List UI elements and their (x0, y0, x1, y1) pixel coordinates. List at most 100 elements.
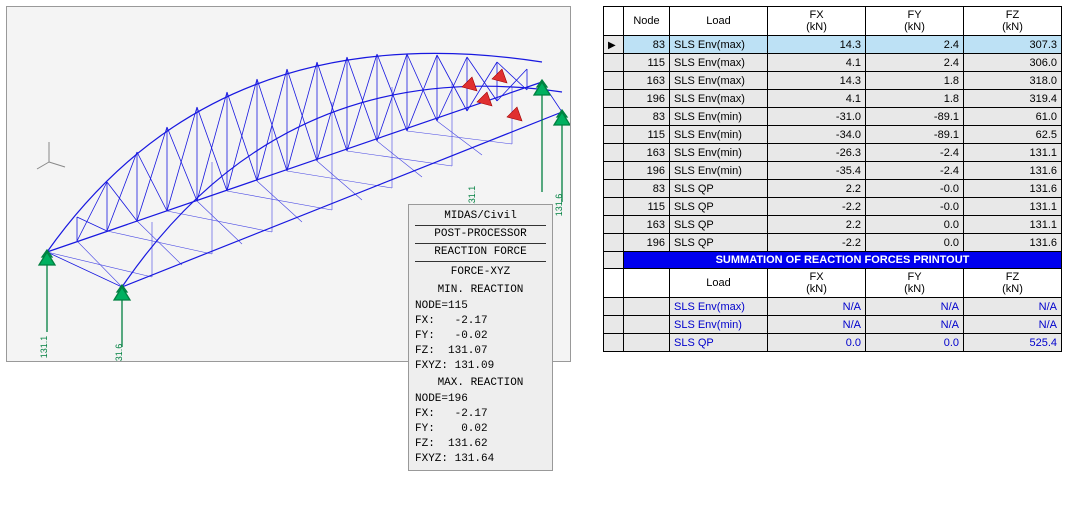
min-fz: FZ: 131.07 (415, 344, 546, 359)
cell-fz: 131.1 (964, 144, 1062, 162)
table-row[interactable]: 115SLS Env(min)-34.0-89.162.5 (604, 126, 1062, 144)
cell-load: SLS QP (670, 234, 768, 252)
row-selector-icon[interactable] (604, 108, 624, 126)
node-label: 131.6 (114, 344, 124, 362)
row-selector-icon[interactable] (604, 298, 624, 316)
info-title-2: POST-PROCESSOR (415, 226, 546, 244)
col-fz[interactable]: FZ(kN) (964, 7, 1062, 36)
cell-fy: 2.4 (866, 36, 964, 54)
cell-load: SLS Env(min) (670, 162, 768, 180)
summation-row[interactable]: SLS Env(min)N/AN/AN/A (604, 316, 1062, 334)
cell-fx: -2.2 (768, 198, 866, 216)
table-row[interactable]: 115SLS QP-2.2-0.0131.1 (604, 198, 1062, 216)
max-fx: FX: -2.17 (415, 407, 546, 422)
reaction-table[interactable]: Node Load FX(kN) FY(kN) FZ(kN) ▶83SLS En… (603, 6, 1062, 352)
row-selector-icon[interactable] (604, 198, 624, 216)
cell-node: 163 (624, 72, 670, 90)
summation-row[interactable]: SLS QP0.00.0525.4 (604, 334, 1062, 352)
cell-node: 196 (624, 234, 670, 252)
row-selector-icon[interactable] (604, 72, 624, 90)
row-selector-icon[interactable] (604, 162, 624, 180)
table-header-row: Node Load FX(kN) FY(kN) FZ(kN) (604, 7, 1062, 36)
cell-fy: -89.1 (866, 108, 964, 126)
row-selector-icon[interactable] (604, 126, 624, 144)
node-label: 131.1 (39, 336, 49, 359)
min-fx: FX: -2.17 (415, 314, 546, 329)
table-row[interactable]: 163SLS Env(min)-26.3-2.4131.1 (604, 144, 1062, 162)
table-row[interactable]: 163SLS Env(max)14.31.8318.0 (604, 72, 1062, 90)
cell-fz: 62.5 (964, 126, 1062, 144)
table-row[interactable]: 196SLS QP-2.20.0131.6 (604, 234, 1062, 252)
cell-fy: 0.0 (866, 234, 964, 252)
row-selector-icon[interactable] (604, 234, 624, 252)
col-fy[interactable]: FY(kN) (866, 7, 964, 36)
row-selector-icon[interactable] (604, 54, 624, 72)
max-fxyz: FXYZ: 131.64 (415, 452, 546, 467)
max-fz: FZ: 131.62 (415, 437, 546, 452)
results-tables: Node Load FX(kN) FY(kN) FZ(kN) ▶83SLS En… (603, 6, 1061, 352)
row-selector-icon[interactable] (604, 316, 624, 334)
cell-fy: -2.4 (866, 144, 964, 162)
col-node[interactable]: Node (624, 7, 670, 36)
node-label: 131.6 (554, 194, 564, 217)
row-selector-icon[interactable] (604, 144, 624, 162)
row-selector-icon[interactable] (604, 90, 624, 108)
cell-load: SLS Env(min) (670, 126, 768, 144)
table-row[interactable]: 196SLS Env(min)-35.4-2.4131.6 (604, 162, 1062, 180)
max-title: MAX. REACTION (415, 373, 546, 392)
cell-fy: 0.0 (866, 334, 964, 352)
cell-load: SLS QP (670, 198, 768, 216)
cell-fx: 4.1 (768, 54, 866, 72)
cell-fx: 0.0 (768, 334, 866, 352)
cell-fx: -2.2 (768, 234, 866, 252)
cell-fy: -0.0 (866, 198, 964, 216)
row-selector-icon[interactable] (604, 216, 624, 234)
table-row[interactable]: 83SLS Env(min)-31.0-89.161.0 (604, 108, 1062, 126)
cell-fz: N/A (964, 316, 1062, 334)
cell-fz: 131.6 (964, 162, 1062, 180)
cell-fy: 2.4 (866, 54, 964, 72)
row-selector-icon[interactable] (604, 334, 624, 352)
cell-node: 163 (624, 216, 670, 234)
cell-fx: -31.0 (768, 108, 866, 126)
cell-fz: 131.1 (964, 216, 1062, 234)
cell-load: SLS Env(max) (670, 36, 768, 54)
table-row[interactable]: 83SLS QP2.2-0.0131.6 (604, 180, 1062, 198)
table-row[interactable]: 115SLS Env(max)4.12.4306.0 (604, 54, 1062, 72)
row-selector-icon[interactable]: ▶ (604, 36, 624, 54)
min-fy: FY: -0.02 (415, 329, 546, 344)
summation-row[interactable]: SLS Env(max)N/AN/AN/A (604, 298, 1062, 316)
cell-load: SLS Env(max) (670, 90, 768, 108)
info-sub: FORCE-XYZ (415, 262, 546, 281)
cell-fy: N/A (866, 298, 964, 316)
cell-fz: 319.4 (964, 90, 1062, 108)
cell-fy: 1.8 (866, 72, 964, 90)
col-fx[interactable]: FX(kN) (768, 7, 866, 36)
cell-fy: -0.0 (866, 180, 964, 198)
cell-fx: N/A (768, 298, 866, 316)
cell-fy: 0.0 (866, 216, 964, 234)
table-row[interactable]: ▶83SLS Env(max)14.32.4307.3 (604, 36, 1062, 54)
table-row[interactable]: 163SLS QP2.20.0131.1 (604, 216, 1062, 234)
summation-banner: SUMMATION OF REACTION FORCES PRINTOUT (604, 252, 1062, 269)
summation-header: Load FX(kN) FY(kN) FZ(kN) (604, 269, 1062, 298)
cell-node: 83 (624, 108, 670, 126)
table-row[interactable]: 196SLS Env(max)4.11.8319.4 (604, 90, 1062, 108)
cell-fz: 131.6 (964, 234, 1062, 252)
cell-fx: N/A (768, 316, 866, 334)
cell-node: 83 (624, 36, 670, 54)
min-title: MIN. REACTION (415, 280, 546, 299)
cell-node: 115 (624, 198, 670, 216)
col-load[interactable]: Load (670, 7, 768, 36)
col-sel[interactable] (604, 7, 624, 36)
cell-fz: 61.0 (964, 108, 1062, 126)
cell-load: SLS Env(min) (670, 144, 768, 162)
max-node: NODE=196 (415, 392, 546, 407)
cell-fz: 525.4 (964, 334, 1062, 352)
cell-load: SLS Env(min) (670, 108, 768, 126)
cell-fz: 131.1 (964, 198, 1062, 216)
cell-load: SLS QP (670, 216, 768, 234)
row-selector-icon[interactable] (604, 180, 624, 198)
cell-node: 115 (624, 54, 670, 72)
cell-fx: -26.3 (768, 144, 866, 162)
